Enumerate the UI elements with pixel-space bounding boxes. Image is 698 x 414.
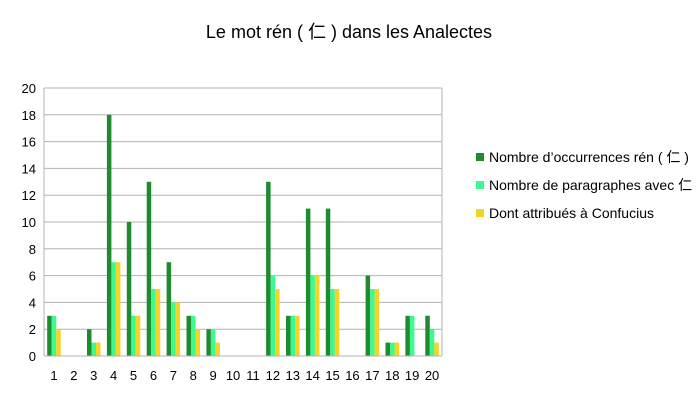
bar: [314, 275, 320, 356]
bar: [305, 208, 311, 356]
bar: [334, 289, 340, 356]
y-tick-label: 16: [22, 135, 36, 150]
bar: [266, 181, 271, 356]
y-tick-label: 2: [29, 322, 36, 337]
x-tick-label: 19: [405, 368, 419, 383]
y-tick-label: 12: [22, 188, 36, 203]
x-tick-label: 4: [110, 368, 117, 383]
legend-swatch-occurrences: [476, 153, 484, 161]
bar: [434, 342, 439, 356]
x-tick-label: 10: [226, 368, 240, 383]
bar: [385, 342, 390, 356]
bar: [135, 315, 141, 356]
bar: [275, 289, 280, 356]
y-tick-label: 10: [22, 215, 36, 230]
x-tick-label: 3: [90, 368, 97, 383]
x-tick-label: 14: [305, 368, 319, 383]
bar: [56, 329, 61, 356]
legend-swatch-paragraphs: [476, 181, 484, 189]
x-tick-label: 17: [365, 368, 379, 383]
x-tick-label: 6: [150, 368, 157, 383]
bar: [166, 262, 172, 356]
bar: [131, 315, 136, 356]
bar: [155, 289, 161, 356]
x-tick-label: 1: [50, 368, 57, 383]
y-tick-label: 8: [29, 242, 36, 257]
bar: [374, 289, 380, 356]
bar: [51, 315, 57, 356]
bar: [47, 315, 52, 356]
x-tick-label: 7: [170, 368, 177, 383]
bar: [175, 302, 181, 356]
legend-label-confucius: Dont attribués à Confucius: [489, 205, 654, 221]
bar: [206, 329, 211, 356]
y-tick-label: 6: [29, 269, 36, 284]
chart-title: Le mot rén ( 仁 ) dans les Analectes: [205, 22, 493, 42]
x-tick-label: 2: [70, 368, 77, 383]
bar: [325, 208, 331, 356]
legend-item-confucius: Dont attribués à Confucius: [476, 202, 698, 224]
bar: [286, 315, 291, 356]
bar: [310, 275, 315, 356]
legend-item-occurrences: Nombre d’occurrences rén ( 仁 ): [476, 146, 698, 168]
x-tick-label: 11: [246, 368, 260, 383]
bar: [394, 342, 399, 356]
bar: [215, 342, 220, 356]
x-tick-label: 16: [345, 368, 359, 383]
bar: [146, 181, 152, 356]
bar: [409, 315, 415, 356]
bar: [171, 302, 176, 356]
y-tick-label: 4: [29, 295, 36, 310]
bar: [290, 315, 295, 356]
bar: [425, 315, 430, 356]
x-tick-label: 8: [190, 368, 197, 383]
legend-swatch-confucius: [476, 209, 484, 217]
bar: [126, 222, 132, 356]
x-tick-label: 15: [325, 368, 339, 383]
bar: [151, 289, 156, 356]
y-tick-label: 0: [29, 349, 36, 364]
bar: [365, 275, 371, 356]
bar: [429, 329, 435, 356]
y-tick-label: 18: [22, 108, 36, 123]
bar: [186, 315, 191, 356]
legend: Nombre d’occurrences rén ( 仁 ) Nombre de…: [476, 146, 698, 230]
bar: [210, 329, 216, 356]
y-tick-label: 20: [22, 81, 36, 96]
bar: [111, 262, 116, 356]
legend-label-occurrences: Nombre d’occurrences rén ( 仁 ): [489, 149, 689, 165]
x-tick-label: 18: [385, 368, 399, 383]
y-tick-label: 14: [22, 161, 36, 176]
bar: [370, 289, 375, 356]
bar: [330, 289, 335, 356]
x-tick-label: 9: [210, 368, 217, 383]
bar: [96, 342, 101, 356]
x-tick-label: 5: [130, 368, 137, 383]
legend-item-paragraphs: Nombre de paragraphes avec 仁: [476, 174, 698, 196]
x-tick-label: 12: [266, 368, 280, 383]
x-tick-label: 20: [425, 368, 439, 383]
bar: [91, 342, 96, 356]
bar: [87, 329, 92, 356]
bar: [405, 315, 410, 356]
x-tick-label: 13: [286, 368, 300, 383]
bar: [115, 262, 121, 356]
bar: [390, 342, 395, 356]
bar: [195, 329, 200, 356]
bar: [295, 315, 300, 356]
bar: [191, 315, 196, 356]
legend-label-paragraphs: Nombre de paragraphes avec 仁: [489, 177, 693, 193]
bar: [106, 114, 112, 356]
bar: [270, 275, 276, 356]
